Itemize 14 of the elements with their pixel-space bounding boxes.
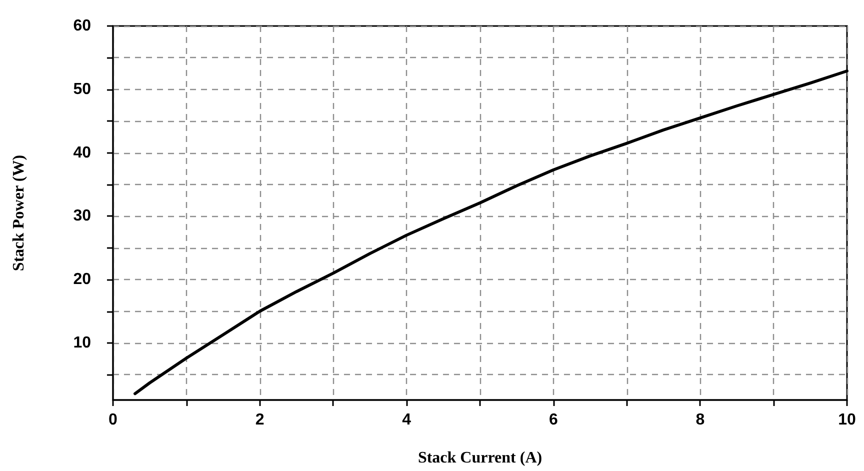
x-tick-label: 0 <box>108 412 118 428</box>
x-tick-label: 2 <box>255 412 264 428</box>
y-tick-label: 10 <box>73 334 92 352</box>
x-tick-label: 6 <box>548 412 558 428</box>
x-axis-title: Stack Current (A) <box>418 450 542 466</box>
y-tick-label: 20 <box>73 271 92 288</box>
y-tick-label: 50 <box>73 80 92 98</box>
y-axis-title: Stack Power (W) <box>10 154 28 272</box>
y-tick-label: 30 <box>73 208 92 225</box>
y-tick-label: 60 <box>73 18 92 34</box>
x-tick-label: 10 <box>838 412 856 428</box>
x-tick-label: 8 <box>696 412 705 428</box>
x-tick-label: 4 <box>402 412 412 428</box>
y-tick-label: 40 <box>73 144 92 162</box>
